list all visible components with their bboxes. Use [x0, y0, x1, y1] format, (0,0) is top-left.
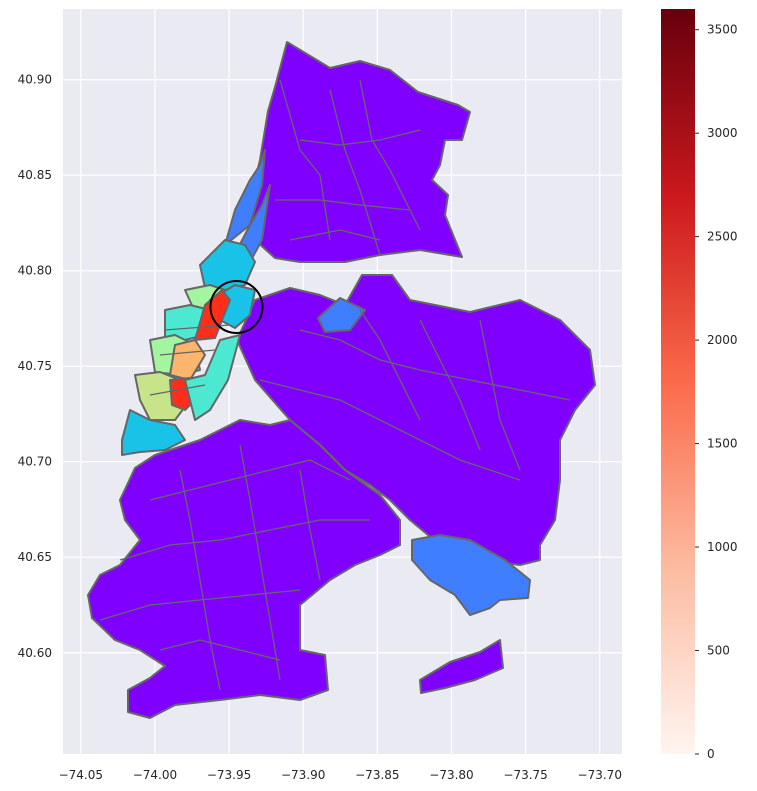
brooklyn: [87, 419, 401, 719]
zone-boundary: [299, 129, 421, 146]
y-tick-label: 40.85: [18, 168, 52, 182]
zone-boundary: [419, 319, 481, 451]
y-tick-label: 40.70: [18, 455, 52, 469]
colorbar-tick-label: 3000: [707, 126, 738, 140]
manhattan-midtown: [169, 339, 206, 381]
rockaway: [419, 639, 504, 694]
zone-boundary: [259, 379, 521, 481]
y-tick-label: 40.65: [18, 550, 52, 564]
zone-boundary: [149, 459, 351, 501]
queens: [236, 274, 596, 566]
colorbar-tick-label: 1000: [707, 540, 738, 554]
y-axis-ticks: 40.90 40.85 40.80 40.75 40.70 40.65 40.60: [18, 73, 52, 660]
y-tick-label: 40.80: [18, 264, 52, 278]
colorbar-tick-label: 3500: [707, 23, 738, 37]
colorbar-ticks: 0 500 1000 1500 2000 2500 3000 3500: [695, 23, 738, 761]
x-tick-label: −73.75: [503, 768, 547, 782]
zone-boundary: [359, 309, 421, 421]
zone-boundary: [279, 79, 331, 241]
colorbar-tick-label: 1500: [707, 437, 738, 451]
zone-boundary: [159, 639, 281, 661]
x-tick-label: −73.80: [429, 768, 473, 782]
zone-boundary: [179, 469, 221, 691]
x-tick-label: −74.05: [59, 768, 103, 782]
x-tick-label: −74.00: [133, 768, 177, 782]
x-tick-label: −73.70: [578, 768, 622, 782]
zone-boundary: [239, 444, 281, 681]
zone-boundary: [359, 79, 421, 231]
y-tick-label: 40.60: [18, 646, 52, 660]
nyc-zone-map: [87, 41, 596, 719]
zone-boundary: [159, 349, 216, 356]
x-tick-label: −73.90: [281, 768, 325, 782]
y-tick-label: 40.90: [18, 73, 52, 87]
manhattan-inwood: [224, 149, 266, 246]
bronx: [249, 41, 471, 263]
colorbar-tick-label: 2500: [707, 230, 738, 244]
x-tick-label: −73.95: [207, 768, 251, 782]
zone-boundary: [299, 469, 321, 581]
zone-boundary: [275, 199, 411, 211]
manhattan-downtown: [121, 409, 186, 456]
zone-boundary: [119, 519, 370, 561]
colorbar-tick-label: 0: [707, 747, 715, 761]
laguardia-zone: [317, 297, 366, 333]
zone-boundary: [99, 589, 301, 621]
highlight-circle: [209, 280, 264, 334]
x-tick-label: −73.85: [355, 768, 399, 782]
airport-zone: [411, 534, 531, 616]
zone-boundary: [479, 319, 521, 471]
manhattan-east: [184, 334, 241, 421]
x-axis-ticks: −74.05 −74.00 −73.95 −73.90 −73.85 −73.80 −73.…: [59, 768, 622, 782]
zone-boundary: [299, 329, 571, 401]
y-tick-label: 40.75: [18, 359, 52, 373]
zone-boundary: [289, 229, 381, 241]
zone-boundary: [149, 384, 206, 396]
zone-boundary: [329, 89, 381, 256]
colorbar-tick-label: 2000: [707, 333, 738, 347]
colorbar-tick-label: 500: [707, 644, 730, 658]
colorbar: [661, 9, 695, 754]
